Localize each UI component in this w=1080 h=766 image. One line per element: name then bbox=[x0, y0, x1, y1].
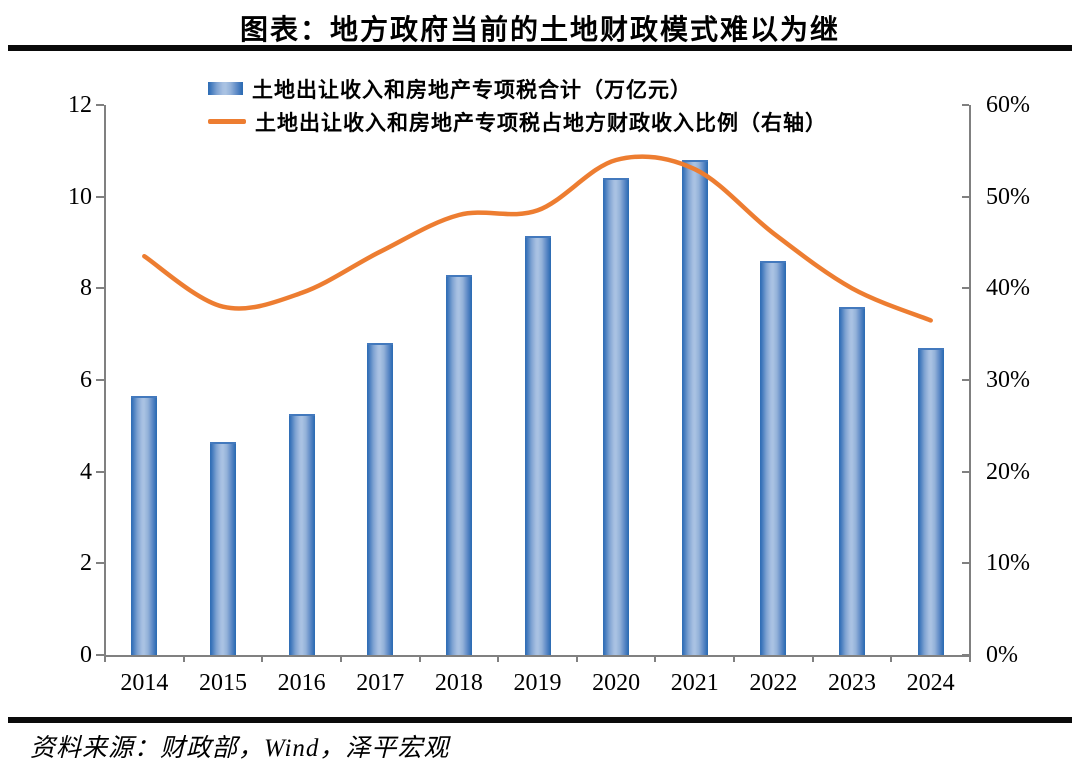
left-axis-tick-label: 10 bbox=[68, 183, 92, 210]
legend-item-bars: 土地出让收入和房地产专项税合计（万亿元） bbox=[208, 72, 827, 105]
right-axis-tick bbox=[962, 195, 969, 198]
bar-series-swatch-icon bbox=[208, 82, 243, 95]
bottom-rule bbox=[8, 717, 1072, 723]
left-axis bbox=[104, 105, 106, 657]
right-axis-tick bbox=[962, 654, 969, 656]
right-axis bbox=[969, 105, 971, 657]
right-axis-tick bbox=[962, 470, 969, 473]
right-axis-tick bbox=[962, 562, 969, 565]
x-axis-tick bbox=[654, 655, 657, 662]
left-axis-tick-label: 2 bbox=[80, 550, 92, 577]
x-axis-tick-label: 2019 bbox=[513, 670, 562, 696]
legend: 土地出让收入和房地产专项税合计（万亿元） 土地出让收入和房地产专项税占地方财政收… bbox=[208, 72, 827, 138]
left-axis-tick bbox=[96, 379, 104, 381]
right-axis-tick-label: 0% bbox=[986, 642, 1018, 668]
source-note: 资料来源：财政部，Wind，泽平宏观 bbox=[30, 735, 450, 762]
x-axis-tick-label: 2017 bbox=[356, 670, 405, 696]
x-axis-tick-label: 2016 bbox=[277, 670, 326, 696]
x-axis-tick bbox=[261, 655, 264, 662]
left-axis-tick-label: 4 bbox=[80, 458, 92, 485]
x-axis-tick bbox=[733, 655, 736, 662]
bar-2018 bbox=[445, 274, 472, 655]
bar-2020 bbox=[603, 178, 630, 655]
x-axis bbox=[104, 655, 971, 657]
x-axis-tick-label: 2018 bbox=[434, 670, 483, 696]
left-axis-tick bbox=[96, 195, 104, 198]
right-axis-tick bbox=[962, 287, 969, 290]
bar-2022 bbox=[760, 260, 787, 655]
x-axis-tick bbox=[418, 655, 421, 662]
line-series-swatch-icon bbox=[208, 119, 246, 124]
left-axis-tick-label: 12 bbox=[68, 92, 92, 118]
right-axis-tick bbox=[962, 379, 969, 381]
x-axis-tick-label: 2024 bbox=[906, 670, 955, 696]
line-series-label: 土地出让收入和房地产专项税占地方财政收入比例（右轴） bbox=[255, 110, 827, 135]
bar-2017 bbox=[367, 343, 394, 655]
bar-2019 bbox=[524, 235, 551, 655]
left-axis-tick-label: 0 bbox=[80, 642, 92, 668]
x-axis-tick-label: 2023 bbox=[828, 670, 877, 696]
left-axis-tick bbox=[96, 654, 104, 656]
x-axis-tick-label: 2014 bbox=[120, 670, 169, 696]
legend-item-line: 土地出让收入和房地产专项税占地方财政收入比例（右轴） bbox=[208, 105, 827, 138]
x-axis-tick-label: 2022 bbox=[749, 670, 798, 696]
right-axis-tick-label: 50% bbox=[986, 183, 1030, 210]
left-axis-tick-label: 6 bbox=[80, 367, 92, 393]
x-axis-tick-label: 2015 bbox=[198, 670, 247, 696]
x-axis-tick bbox=[182, 655, 185, 662]
bar-2024 bbox=[917, 347, 944, 655]
bar-2021 bbox=[681, 160, 708, 655]
right-axis-tick bbox=[962, 104, 969, 106]
x-axis-tick bbox=[811, 655, 814, 662]
left-axis-tick bbox=[96, 287, 104, 290]
x-axis-tick bbox=[104, 655, 106, 662]
x-axis-tick bbox=[575, 655, 578, 662]
bar-2023 bbox=[839, 306, 866, 655]
x-axis-tick bbox=[890, 655, 893, 662]
right-axis-tick-label: 30% bbox=[986, 367, 1030, 393]
top-rule bbox=[8, 45, 1072, 51]
x-axis-tick-label: 2020 bbox=[592, 670, 641, 696]
right-axis-tick-label: 10% bbox=[986, 550, 1030, 577]
left-axis-tick-label: 8 bbox=[80, 275, 92, 302]
bar-2016 bbox=[288, 414, 315, 655]
bar-2014 bbox=[131, 396, 158, 655]
x-axis-tick bbox=[497, 655, 500, 662]
x-axis-tick bbox=[969, 655, 971, 662]
bar-series-label: 土地出让收入和房地产专项税合计（万亿元） bbox=[252, 77, 692, 102]
right-axis-tick-label: 40% bbox=[986, 275, 1030, 302]
chart-title: 图表：地方政府当前的土地财政模式难以为继 bbox=[239, 15, 840, 46]
right-axis-tick-label: 60% bbox=[986, 92, 1030, 118]
left-axis-tick bbox=[96, 470, 104, 473]
bar-2015 bbox=[209, 441, 236, 655]
left-axis-tick bbox=[96, 562, 104, 565]
left-axis-tick bbox=[96, 104, 104, 106]
x-axis-tick bbox=[339, 655, 342, 662]
x-axis-tick-label: 2021 bbox=[670, 670, 719, 696]
right-axis-tick-label: 20% bbox=[986, 458, 1030, 485]
